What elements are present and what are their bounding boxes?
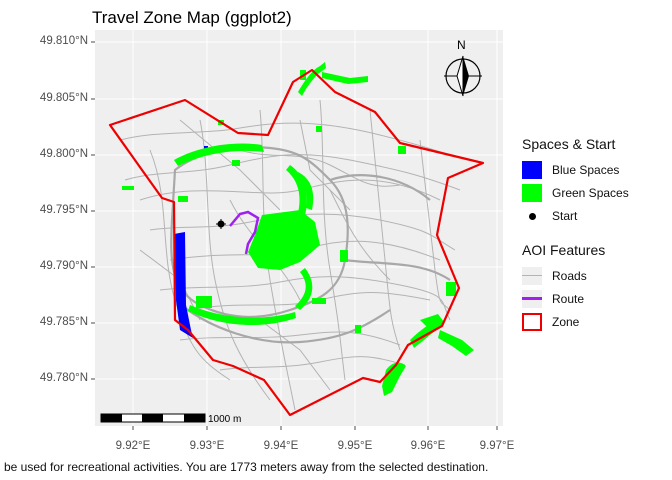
legend-aoi: AOI Features Roads Route Zone (522, 242, 605, 333)
legend-item-route: Route (522, 287, 605, 310)
x-tick-label: 9.93°E (189, 440, 225, 452)
x-tick-label: 9.97°E (479, 440, 515, 452)
legend-item-zone: Zone (522, 310, 605, 333)
legend-item-start: Start (522, 204, 629, 227)
x-tick-label: 9.96°E (410, 440, 446, 452)
scale-bar-label: 1000 m (208, 414, 242, 425)
y-tick-label: 49.795°N (39, 204, 88, 216)
road-line-icon (522, 266, 542, 285)
map-title: Travel Zone Map (ggplot2) (92, 8, 292, 27)
start-point-icon (522, 207, 542, 225)
green-swatch-icon (522, 183, 542, 202)
legend-spaces: Spaces & Start Blue Spaces Green Spaces … (522, 136, 629, 227)
blue-spaces-layer (174, 146, 208, 338)
legend-aoi-title: AOI Features (522, 242, 606, 258)
legend-item-label: Blue Spaces (552, 162, 620, 177)
legend-item-label: Route (552, 291, 585, 306)
legend-item-label: Zone (552, 314, 580, 329)
legend-item-green-spaces: Green Spaces (522, 181, 629, 204)
axis-ticks (91, 41, 498, 430)
green-spaces-layer (122, 62, 474, 396)
x-tick-label: 9.94°E (263, 440, 299, 452)
zone-boundary (108, 68, 485, 417)
y-tick-label: 49.800°N (39, 148, 88, 160)
north-label: N (457, 38, 466, 52)
y-tick-label: 49.810°N (39, 35, 88, 47)
blue-swatch-icon (522, 160, 542, 179)
graticule (95, 30, 503, 426)
legend-item-label: Green Spaces (552, 185, 629, 200)
legend-spaces-title: Spaces & Start (522, 136, 616, 152)
start-point-cross (216, 219, 226, 229)
y-tick-label: 49.805°N (39, 92, 88, 104)
x-tick-label: 9.95°E (337, 440, 373, 452)
x-tick-label: 9.92°E (115, 440, 151, 452)
y-tick-label: 49.790°N (39, 260, 88, 272)
scale-bar (100, 413, 206, 423)
legend-item-label: Roads (552, 268, 587, 283)
legend-item-roads: Roads (522, 264, 605, 287)
caption-text: be used for recreational activities. You… (4, 460, 489, 474)
route-line (229, 210, 260, 255)
route-line-icon (522, 289, 542, 308)
legend-item-label: Start (552, 208, 578, 223)
legend-item-blue-spaces: Blue Spaces (522, 158, 629, 181)
north-arrow (444, 55, 482, 97)
y-tick-label: 49.785°N (39, 316, 88, 328)
y-tick-label: 49.780°N (39, 372, 88, 384)
zone-box-icon (522, 312, 542, 331)
